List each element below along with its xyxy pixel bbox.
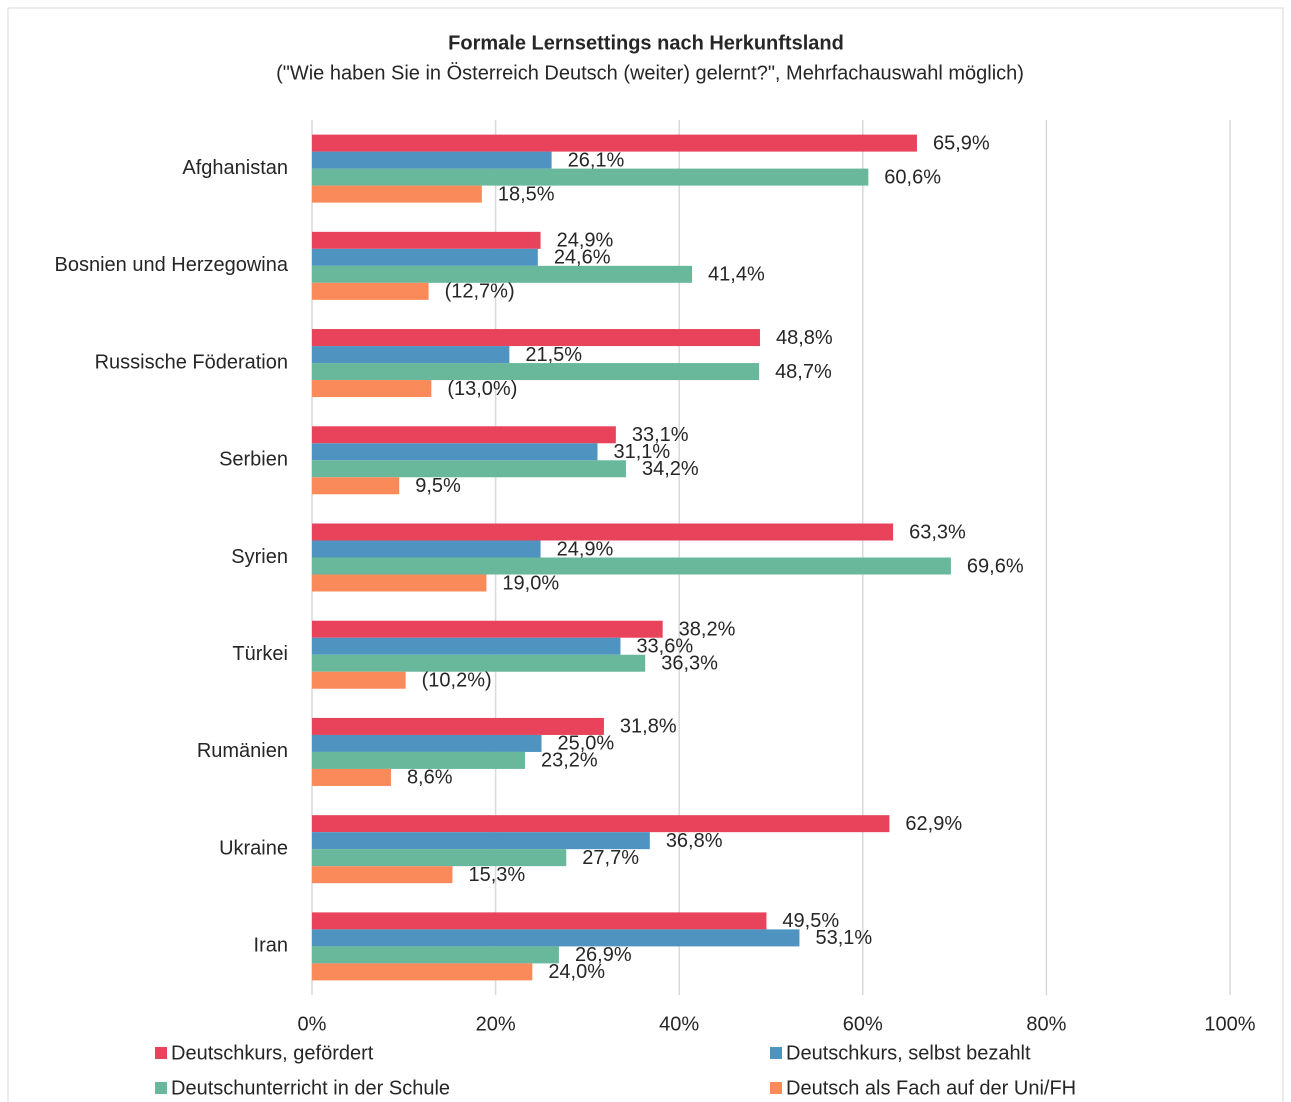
legend-swatch — [770, 1047, 782, 1059]
data-label: 8,6% — [407, 767, 453, 789]
data-label: 69,6% — [967, 555, 1024, 577]
data-label: (10,2%) — [422, 670, 492, 692]
data-label: 25,0% — [558, 733, 615, 755]
data-label: 24,9% — [557, 538, 614, 560]
data-label: 21,5% — [525, 344, 582, 366]
data-label: 62,9% — [905, 813, 962, 835]
data-label: 31,8% — [620, 716, 677, 738]
chart-title: Formale Lernsettings nach Herkunftsland — [448, 32, 844, 54]
bar — [312, 540, 541, 558]
y-tick-label: Iran — [254, 935, 288, 957]
y-tick-label: Türkei — [232, 643, 288, 665]
data-label: 36,8% — [666, 830, 723, 852]
legend-label: Deutsch als Fach auf der Uni/FH — [786, 1077, 1076, 1099]
y-tick-label: Bosnien und Herzegowina — [55, 254, 289, 276]
x-tick-label: 100% — [1204, 1013, 1255, 1035]
x-tick-label: 0% — [298, 1013, 327, 1035]
bar — [312, 346, 510, 364]
bar — [312, 912, 767, 930]
bar — [312, 363, 760, 381]
data-label: 65,9% — [933, 132, 990, 154]
y-tick-label: Afghanistan — [182, 157, 288, 179]
data-label: 33,1% — [632, 424, 689, 446]
bar — [312, 477, 400, 495]
data-label: (13,0%) — [447, 378, 517, 400]
y-tick-label: Rumänien — [197, 740, 288, 762]
data-label: 36,3% — [661, 653, 718, 675]
data-label: 26,9% — [575, 944, 632, 966]
bar — [312, 866, 453, 884]
legend-label: Deutschunterricht in der Schule — [171, 1077, 450, 1099]
bar — [312, 963, 533, 981]
bar — [312, 557, 951, 575]
data-label: 63,3% — [909, 521, 966, 543]
data-label: 33,6% — [636, 636, 693, 658]
y-tick-label: Syrien — [231, 546, 288, 568]
legend-label: Deutschkurs, gefördert — [171, 1042, 374, 1064]
data-label: 53,1% — [815, 927, 872, 949]
legend-swatch — [155, 1047, 167, 1059]
bar — [312, 620, 663, 638]
y-tick-label: Russische Föderation — [95, 351, 288, 373]
data-label: 24,0% — [548, 961, 605, 983]
bar — [312, 929, 800, 947]
data-label: 41,4% — [708, 264, 765, 286]
data-label: 27,7% — [582, 847, 639, 869]
x-tick-label: 20% — [476, 1013, 516, 1035]
bar — [312, 151, 552, 169]
bar — [312, 329, 760, 347]
data-label: 38,2% — [679, 619, 736, 641]
data-label: (12,7%) — [445, 281, 515, 303]
bar — [312, 946, 559, 964]
chart-border — [7, 7, 1284, 1102]
data-label: 24,9% — [557, 230, 614, 252]
data-label: 48,8% — [776, 327, 833, 349]
bar — [312, 168, 869, 186]
bar — [312, 654, 646, 672]
legend-label: Deutschkurs, selbst bezahlt — [786, 1042, 1031, 1064]
bar — [312, 265, 693, 283]
bar — [312, 768, 391, 786]
bar — [312, 815, 890, 833]
bar — [312, 574, 487, 592]
bar — [312, 751, 525, 769]
data-label: 26,1% — [568, 149, 625, 171]
legend-swatch — [155, 1082, 167, 1094]
legend-swatch — [770, 1082, 782, 1094]
data-label: 24,6% — [554, 247, 611, 269]
bar — [312, 248, 538, 266]
bar — [312, 443, 598, 461]
chart-subtitle: ("Wie haben Sie in Österreich Deutsch (w… — [276, 62, 1024, 84]
data-label: 19,0% — [502, 572, 559, 594]
data-label: 18,5% — [498, 183, 555, 205]
x-tick-label: 60% — [843, 1013, 883, 1035]
y-tick-label: Ukraine — [219, 837, 288, 859]
data-label: 60,6% — [884, 166, 941, 188]
data-label: 49,5% — [782, 910, 839, 932]
bar — [312, 734, 542, 752]
bar — [312, 637, 621, 655]
bar — [312, 849, 567, 867]
data-label: 31,1% — [613, 441, 670, 463]
bar — [312, 523, 894, 541]
data-label: 34,2% — [642, 458, 699, 480]
data-label: 15,3% — [468, 864, 525, 886]
bar — [312, 832, 650, 850]
x-tick-label: 80% — [1026, 1013, 1066, 1035]
bar — [312, 380, 432, 398]
x-tick-label: 40% — [659, 1013, 699, 1035]
bar — [312, 426, 616, 444]
data-label: 23,2% — [541, 750, 598, 772]
bar — [312, 671, 406, 689]
bar — [312, 282, 429, 300]
bar — [312, 185, 482, 203]
bar — [312, 460, 626, 478]
data-label: 9,5% — [415, 475, 461, 497]
data-label: 48,7% — [775, 361, 832, 383]
bar — [312, 134, 917, 152]
bar — [312, 231, 541, 249]
y-tick-label: Serbien — [219, 449, 288, 471]
bar — [312, 717, 604, 735]
